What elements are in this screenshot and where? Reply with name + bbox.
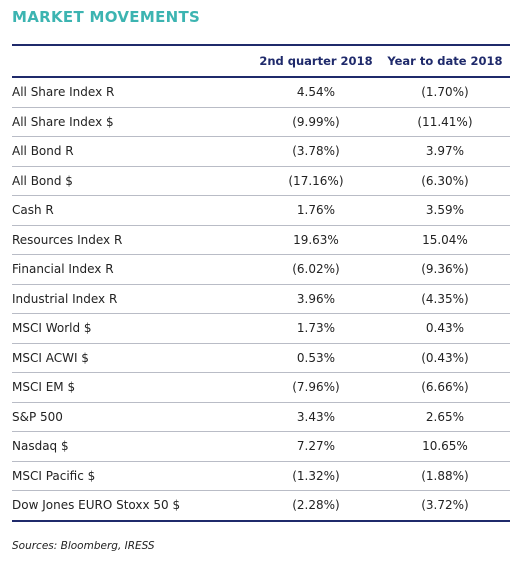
cell-value: 10.65% [379, 431, 510, 462]
cell-value: (7.96%) [252, 372, 380, 403]
cell-value: (4.35%) [379, 284, 510, 314]
cell-value: 3.59% [379, 195, 510, 226]
table-row: All Bond R (3.78%) 3.97% [12, 136, 510, 167]
table-row: Dow Jones EURO Stoxx 50 $ (2.28%) (3.72%) [12, 490, 510, 522]
row-label: Resources Index R [12, 225, 252, 255]
cell-value: (6.02%) [252, 254, 380, 285]
column-header: 2nd quarter 2018 [252, 44, 380, 78]
table-row: Financial Index R (6.02%) (9.36%) [12, 254, 510, 285]
table-row: MSCI ACWI $0.53% (0.43%) [12, 343, 510, 373]
cell-value: (1.32%) [252, 461, 380, 491]
cell-value: 0.43% [379, 313, 510, 344]
title: MARKET MOVEMENTS [12, 8, 201, 26]
cell-value: (0.43%) [379, 343, 510, 373]
cell-value: (3.78%) [252, 136, 380, 167]
cell-value: (6.30%) [379, 166, 510, 196]
table-row: Nasdaq $7.27% 10.65% [12, 431, 510, 462]
table-row: MSCI World $1.73% 0.43% [12, 313, 510, 344]
row-label: Financial Index R [12, 254, 252, 285]
cell-value: (2.28%) [252, 490, 380, 522]
source: Sources: Bloomberg, IRESS [12, 540, 155, 552]
table-row: MSCI Pacific $ (1.32%) (1.88%) [12, 461, 510, 491]
cell-value: (9.99%) [252, 107, 380, 137]
row-label: All Bond $ [12, 166, 252, 196]
cell-value: 1.73% [252, 313, 380, 344]
table-row: S&P 500 3.43% 2.65% [12, 402, 510, 432]
row-label: All Share Index R [12, 77, 252, 108]
table-row: All Bond $ (17.16%) (6.30%) [12, 166, 510, 196]
table-row: Resources Index R 19.63% 15.04% [12, 225, 510, 255]
cell-value: 3.97% [379, 136, 510, 167]
table-row: Industrial Index R 3.96% (4.35%) [12, 284, 510, 314]
cell-value: 7.27% [252, 431, 380, 462]
row-label: Dow Jones EURO Stoxx 50 $ [12, 490, 252, 522]
cell-value: 3.96% [252, 284, 380, 314]
row-label: MSCI ACWI $ [12, 343, 252, 373]
row-label: S&P 500 [12, 402, 252, 432]
cell-value: (3.72%) [379, 490, 510, 522]
table-body: All Share Index R 4.54% (1.70%) All Share I… [12, 77, 510, 522]
table-row: Cash R 1.76% 3.59% [12, 195, 510, 226]
table: 2nd quarter 2018 Year to date 2018 All Sh… [12, 44, 510, 522]
cell-value: (9.36%) [379, 254, 510, 285]
row-label: Nasdaq $ [12, 431, 252, 462]
cell-value: (6.66%) [379, 372, 510, 403]
cell-value: 1.76% [252, 195, 380, 226]
cell-value: (1.70%) [379, 77, 510, 108]
header-row: 2nd quarter 2018 Year to date 2018 [12, 44, 510, 78]
cell-value: (17.16%) [252, 166, 380, 196]
row-label: MSCI Pacific $ [12, 461, 252, 491]
cell-value: 15.04% [379, 225, 510, 255]
cell-value: 2.65% [379, 402, 510, 432]
cell-value: 0.53% [252, 343, 380, 373]
row-label: All Share Index $ [12, 107, 252, 137]
row-label: Cash R [12, 195, 252, 226]
row-label: MSCI EM $ [12, 372, 252, 403]
row-label: MSCI World $ [12, 313, 252, 344]
table-row: All Share Index R 4.54% (1.70%) [12, 77, 510, 108]
row-label: All Bond R [12, 136, 252, 167]
column-header: Year to date 2018 [379, 44, 510, 78]
row-label: Industrial Index R [12, 284, 252, 314]
cell-value: (11.41%) [379, 107, 510, 137]
table-row: MSCI EM $ (7.96%) (6.66%) [12, 372, 510, 403]
cell-value: 4.54% [252, 77, 380, 108]
cell-value: 3.43% [252, 402, 380, 432]
table-row: All Share Index $ (9.99%) (11.41%) [12, 107, 510, 137]
cell-value: 19.63% [252, 225, 380, 255]
header-cell [12, 44, 252, 78]
cell-value: (1.88%) [379, 461, 510, 491]
